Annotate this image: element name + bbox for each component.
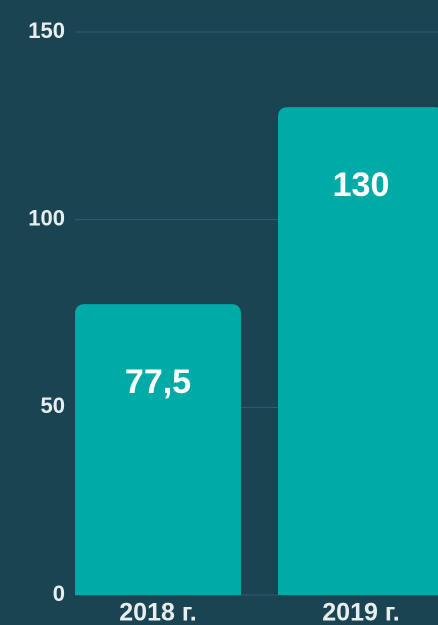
y-tick-label: 50 xyxy=(41,393,65,418)
x-tick-label: 2018 г. xyxy=(119,599,196,625)
y-tick-label: 0 xyxy=(53,581,65,606)
value-label: 130 xyxy=(333,166,390,204)
value-label: 77,5 xyxy=(125,363,191,401)
bar xyxy=(278,107,438,595)
y-tick-label: 150 xyxy=(28,18,65,43)
bar xyxy=(75,304,241,595)
x-tick-label: 2019 г. xyxy=(322,599,399,625)
y-tick-label: 100 xyxy=(28,205,65,230)
